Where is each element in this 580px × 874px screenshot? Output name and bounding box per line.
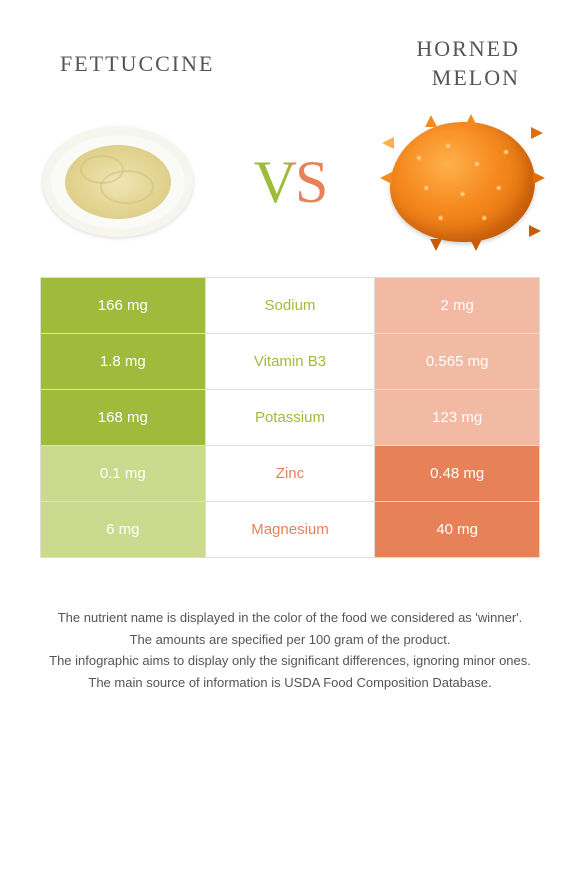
header: FETTUCCINE HORNED MELON	[0, 0, 580, 107]
footer-line: The nutrient name is displayed in the co…	[30, 608, 550, 628]
footer-line: The amounts are specified per 100 gram o…	[30, 630, 550, 650]
table-row: 6 mgMagnesium40 mg	[41, 502, 540, 558]
right-value: 2 mg	[375, 278, 540, 334]
right-value: 40 mg	[375, 502, 540, 558]
table-row: 0.1 mgZinc0.48 mg	[41, 446, 540, 502]
left-value: 166 mg	[41, 278, 206, 334]
left-value: 0.1 mg	[41, 446, 206, 502]
left-food-image	[40, 117, 195, 247]
nutrient-name: Vitamin B3	[205, 334, 375, 390]
table-row: 1.8 mgVitamin B30.565 mg	[41, 334, 540, 390]
nutrient-name: Magnesium	[205, 502, 375, 558]
table-row: 168 mgPotassium123 mg	[41, 390, 540, 446]
nutrient-name: Sodium	[205, 278, 375, 334]
right-value: 0.48 mg	[375, 446, 540, 502]
left-value: 6 mg	[41, 502, 206, 558]
nutrient-name: Zinc	[205, 446, 375, 502]
right-food-title: HORNED MELON	[290, 35, 520, 92]
footer-line: The infographic aims to display only the…	[30, 651, 550, 671]
table-row: 166 mgSodium2 mg	[41, 278, 540, 334]
nutrient-table: 166 mgSodium2 mg1.8 mgVitamin B30.565 mg…	[40, 277, 540, 558]
footer-notes: The nutrient name is displayed in the co…	[0, 608, 580, 692]
horned-melon-icon	[390, 122, 535, 242]
right-value: 123 mg	[375, 390, 540, 446]
vs-label: VS	[254, 148, 327, 217]
left-value: 168 mg	[41, 390, 206, 446]
fettuccine-icon	[43, 127, 193, 237]
right-value: 0.565 mg	[375, 334, 540, 390]
right-food-image	[385, 117, 540, 247]
hero-row: VS	[0, 107, 580, 277]
nutrient-name: Potassium	[205, 390, 375, 446]
left-value: 1.8 mg	[41, 334, 206, 390]
left-food-title: FETTUCCINE	[60, 35, 290, 92]
footer-line: The main source of information is USDA F…	[30, 673, 550, 693]
